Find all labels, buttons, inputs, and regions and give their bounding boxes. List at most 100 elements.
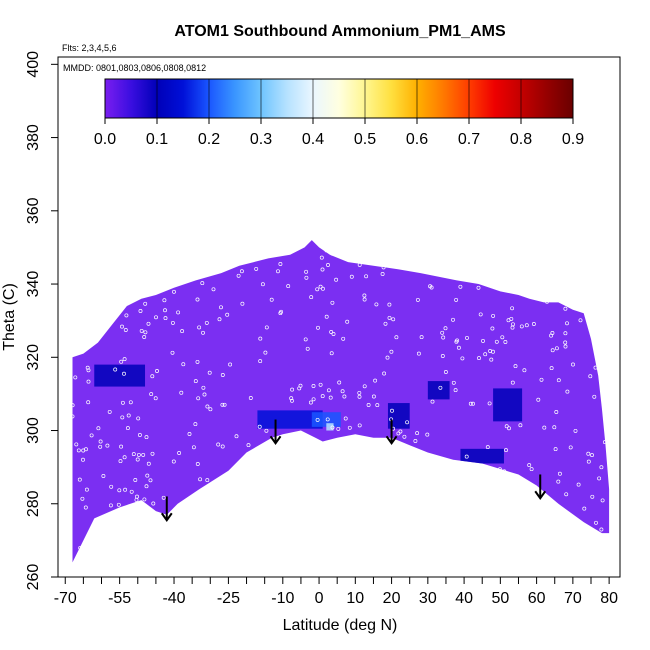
x-tick-label: 10 xyxy=(346,590,364,607)
dip-arrow xyxy=(534,474,547,500)
sample-marker xyxy=(415,431,420,436)
sample-marker xyxy=(433,489,438,494)
sample-marker xyxy=(197,325,202,330)
sample-marker xyxy=(195,297,200,302)
sample-marker xyxy=(73,375,78,380)
sample-marker xyxy=(337,524,342,529)
sample-marker xyxy=(364,274,369,279)
sample-marker xyxy=(468,401,473,406)
sample-marker xyxy=(542,425,547,430)
sample-marker xyxy=(161,495,166,500)
sample-marker xyxy=(340,389,345,394)
sample-marker xyxy=(108,503,113,508)
sample-marker xyxy=(373,378,378,383)
sample-marker xyxy=(337,380,342,385)
sample-marker xyxy=(425,432,430,437)
sample-marker xyxy=(119,248,124,253)
x-axis-label: Latitude (deg N) xyxy=(283,617,398,634)
sample-marker xyxy=(160,552,164,557)
sample-marker xyxy=(330,425,335,430)
x-tick-label: 50 xyxy=(491,590,509,607)
sample-marker xyxy=(312,500,317,504)
sample-marker xyxy=(124,313,129,318)
sample-marker xyxy=(487,401,492,406)
sample-marker xyxy=(144,484,149,489)
sample-marker xyxy=(603,551,607,556)
sample-marker xyxy=(135,457,140,462)
sample-marker xyxy=(315,417,320,422)
sample-marker xyxy=(610,518,613,521)
sample-marker xyxy=(527,524,532,529)
x-tick-label: -10 xyxy=(271,590,294,607)
sample-marker xyxy=(537,255,542,260)
sample-marker xyxy=(362,293,367,298)
colorbar: 0.0 0.1 0.2 0.3 0.4 0.5 0.6 0.7 0.8 0.9 xyxy=(94,78,584,148)
sample-marker xyxy=(126,269,131,274)
sample-marker xyxy=(117,509,122,514)
sample-marker xyxy=(89,433,94,438)
sample-marker xyxy=(592,394,597,399)
sample-marker xyxy=(519,324,524,329)
sample-marker xyxy=(131,452,136,457)
sample-marker xyxy=(385,355,390,360)
sample-marker xyxy=(166,537,171,542)
sample-marker xyxy=(565,389,570,394)
y-tick-label: 260 xyxy=(25,564,42,591)
sample-marker xyxy=(490,326,495,331)
sample-marker xyxy=(533,544,538,549)
sample-marker xyxy=(129,489,134,494)
concentration-patch xyxy=(493,388,523,422)
flights-label: Flts: 2,3,4,5,6 xyxy=(62,43,117,53)
sample-marker xyxy=(113,268,118,273)
sample-marker xyxy=(304,532,309,537)
sample-marker xyxy=(320,482,325,487)
sample-marker xyxy=(362,467,367,472)
x-tick-label: -25 xyxy=(217,590,240,607)
colorbar-tick-label: 0.8 xyxy=(510,131,532,148)
concentration-patch xyxy=(94,364,146,387)
sample-marker xyxy=(378,496,383,501)
sample-marker xyxy=(357,394,362,399)
sample-marker xyxy=(84,487,89,492)
sample-marker xyxy=(420,264,425,269)
sample-marker xyxy=(86,368,91,373)
sample-marker xyxy=(568,517,573,521)
sample-marker xyxy=(606,409,610,413)
sample-marker xyxy=(527,259,532,264)
sample-marker xyxy=(214,480,219,485)
sample-marker xyxy=(322,504,327,509)
sample-marker xyxy=(367,248,371,253)
sample-marker xyxy=(215,258,220,263)
sample-marker xyxy=(390,408,394,413)
sample-marker xyxy=(428,530,433,535)
sample-marker xyxy=(529,508,534,513)
sample-marker xyxy=(326,463,331,468)
sample-marker xyxy=(194,262,199,267)
sample-marker xyxy=(333,458,338,462)
sample-marker xyxy=(529,467,534,472)
sample-marker xyxy=(142,497,147,502)
sample-marker xyxy=(123,487,128,492)
sample-marker xyxy=(303,337,308,342)
sample-marker xyxy=(239,269,244,274)
sample-marker xyxy=(587,552,592,557)
concentration-patch xyxy=(257,410,323,429)
sample-marker xyxy=(586,451,591,456)
arrow-head xyxy=(534,490,547,500)
sample-marker xyxy=(278,311,283,316)
sample-marker xyxy=(126,413,131,418)
sample-marker xyxy=(328,395,333,400)
sample-marker xyxy=(272,474,277,479)
sample-marker xyxy=(487,527,491,532)
sample-marker xyxy=(498,271,503,276)
sample-marker xyxy=(310,526,315,531)
sample-marker xyxy=(533,279,537,284)
sample-marker xyxy=(440,330,445,335)
sample-marker xyxy=(122,357,127,362)
sample-marker xyxy=(103,324,108,329)
sample-marker xyxy=(349,274,354,279)
sample-marker xyxy=(500,511,505,515)
colorbar-tick-label: 0.4 xyxy=(302,131,324,148)
sample-marker xyxy=(146,321,151,326)
